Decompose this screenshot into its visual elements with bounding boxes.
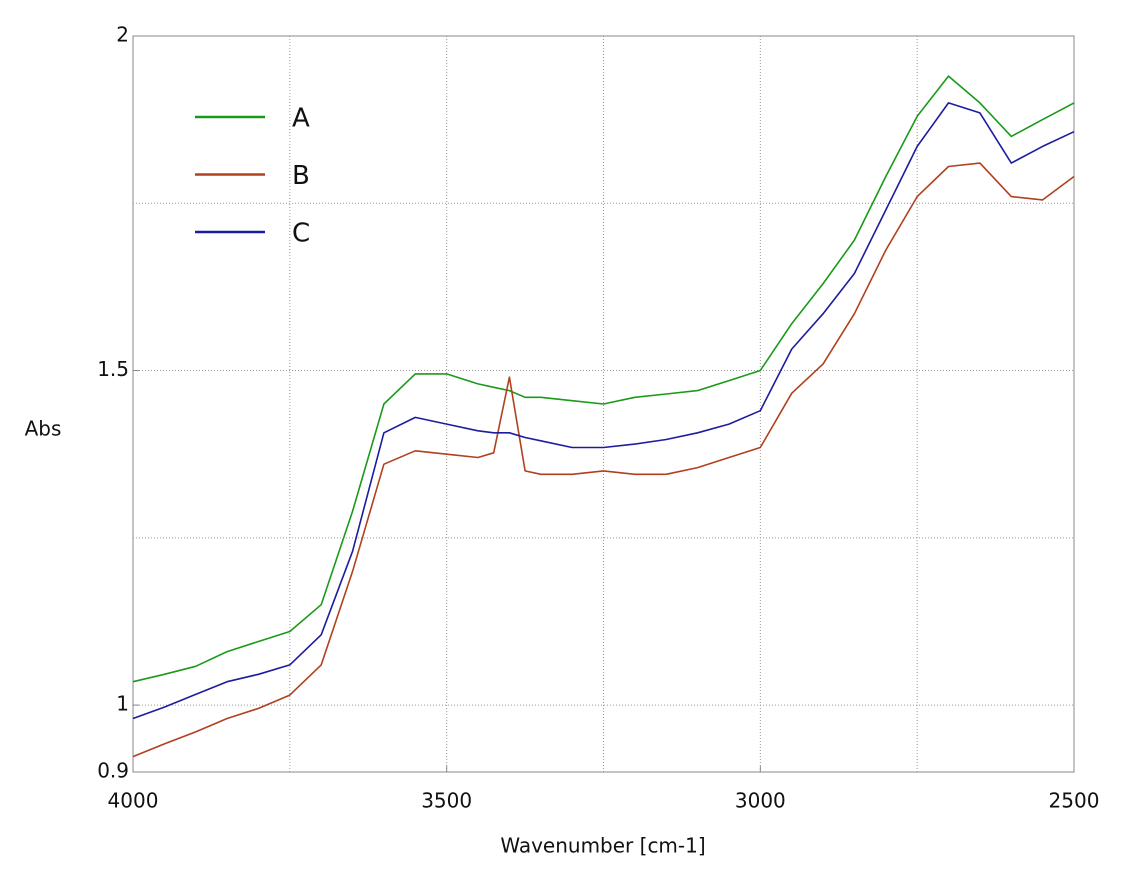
series-line bbox=[132, 102, 1075, 720]
legend-label: C bbox=[292, 219, 310, 249]
x-tick-label: 3000 bbox=[735, 789, 786, 813]
y-axis-label: Abs bbox=[25, 417, 62, 441]
x-tick-label: 2500 bbox=[1049, 789, 1100, 813]
x-tick-label: 3500 bbox=[421, 789, 472, 813]
legend-label: B bbox=[292, 161, 310, 191]
legend-label: A bbox=[292, 104, 310, 134]
series-line bbox=[132, 162, 1075, 758]
y-tick-label: 0.9 bbox=[97, 759, 129, 783]
series-line bbox=[132, 75, 1075, 683]
y-tick-label: 1 bbox=[116, 692, 129, 716]
x-tick-label: 4000 bbox=[108, 789, 159, 813]
y-tick-label: 1.5 bbox=[97, 357, 129, 381]
legend: ABC bbox=[195, 104, 310, 249]
x-axis-label: Wavenumber [cm-1] bbox=[500, 834, 705, 858]
lines bbox=[132, 75, 1075, 758]
grid bbox=[133, 36, 1074, 772]
y-tick-label: 2 bbox=[116, 23, 129, 47]
